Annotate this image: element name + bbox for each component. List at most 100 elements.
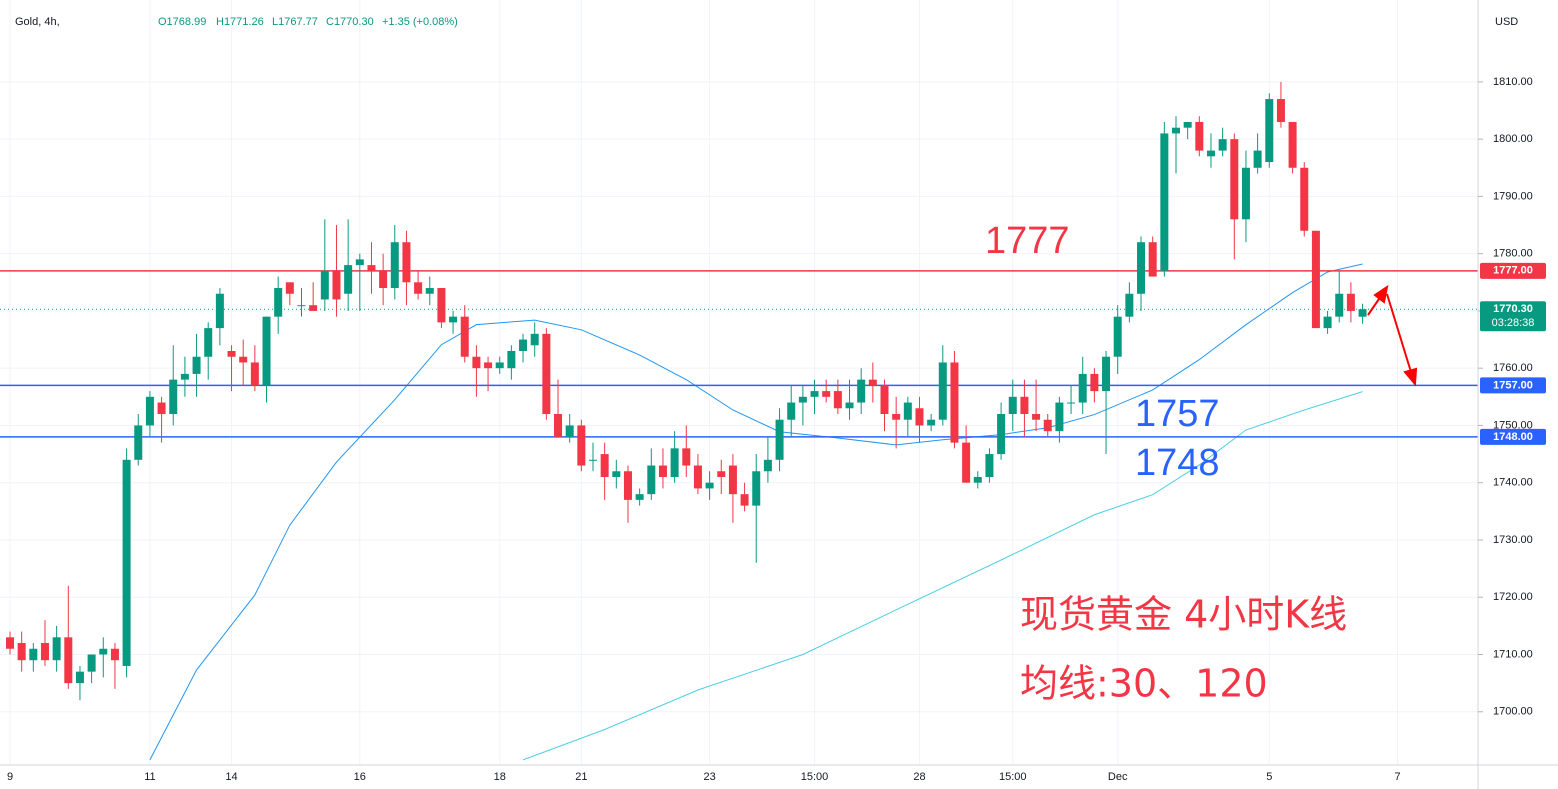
candle-body xyxy=(1067,402,1076,404)
candle-body xyxy=(239,356,248,363)
candle-body xyxy=(530,333,539,346)
grid xyxy=(0,0,1478,765)
candle-body xyxy=(822,391,831,397)
y-tick-label: 1740.00 xyxy=(1493,477,1533,489)
candle-body xyxy=(29,648,38,661)
annotation-title: 现货黄金 4小时K线 xyxy=(1020,593,1347,637)
candle-body xyxy=(87,654,96,672)
candle-body xyxy=(1102,356,1111,392)
candle-body xyxy=(997,413,1006,455)
candle-body xyxy=(1253,150,1262,168)
y-tick-label: 1710.00 xyxy=(1493,648,1533,660)
x-tick-label: 16 xyxy=(354,771,366,783)
candle-body xyxy=(985,454,994,477)
candle-body xyxy=(309,305,318,311)
y-tick-label: 1700.00 xyxy=(1493,706,1533,718)
x-tick-label: 11 xyxy=(144,771,155,783)
candle-body xyxy=(1358,309,1367,317)
candle-body xyxy=(763,459,772,472)
ohlc-low: L1767.77 xyxy=(272,16,318,28)
candle-body xyxy=(64,637,73,684)
x-tick-label: 14 xyxy=(225,771,237,783)
annotation-subtitle: 均线:30、120 xyxy=(1020,662,1268,706)
candle-body xyxy=(484,362,493,369)
candle-body xyxy=(868,379,877,386)
candle-body xyxy=(507,351,516,369)
candle-body xyxy=(1230,139,1239,220)
arrow-down xyxy=(1386,293,1412,373)
candle-body xyxy=(1055,402,1064,432)
y-tick-label: 1790.00 xyxy=(1493,190,1533,202)
candle-body xyxy=(577,425,586,466)
candle-body xyxy=(775,419,784,460)
candle-body xyxy=(915,408,924,426)
plot xyxy=(0,81,1478,761)
candle-body xyxy=(880,385,889,414)
candle-body xyxy=(495,362,504,369)
candle-body xyxy=(1113,316,1122,357)
candle-body xyxy=(1300,167,1309,231)
level-note: 1777 xyxy=(985,220,1070,262)
candle-body xyxy=(169,379,178,414)
level-label: 1757.00 xyxy=(1493,379,1533,391)
candle-body xyxy=(950,362,959,443)
candle-body xyxy=(565,425,574,437)
ohlc-close: C1770.30 xyxy=(326,16,374,28)
candle-body xyxy=(1241,167,1250,220)
candle-body xyxy=(810,391,819,397)
level-label: 1777.00 xyxy=(1493,265,1533,277)
candle-body xyxy=(554,413,563,437)
arrows xyxy=(1367,284,1418,387)
candle-body xyxy=(472,356,481,369)
candle-body xyxy=(460,316,469,357)
x-tick-label: 5 xyxy=(1266,771,1272,783)
candle-body xyxy=(1008,396,1017,414)
level-label-box xyxy=(1480,262,1546,279)
candle-body xyxy=(75,671,84,684)
x-tick-label: 23 xyxy=(703,771,715,783)
candle-body xyxy=(1172,127,1180,134)
candle-body xyxy=(1276,99,1285,122)
candle-body xyxy=(542,333,551,414)
candle-body xyxy=(1195,121,1204,151)
candle-body xyxy=(647,465,656,495)
candle-body xyxy=(379,270,388,289)
candle-body xyxy=(833,391,842,409)
candle-body xyxy=(903,402,912,420)
level-note: 1748 xyxy=(1135,442,1220,484)
candle-body xyxy=(52,637,61,661)
level-label-box xyxy=(1480,377,1546,394)
y-tick-label: 1720.00 xyxy=(1493,591,1533,603)
x-tick-label: 7 xyxy=(1394,771,1400,783)
candle-body xyxy=(682,448,691,466)
candle-body xyxy=(1335,293,1344,317)
x-tick-label: 28 xyxy=(913,771,925,783)
candle-body xyxy=(927,419,936,426)
candle-body xyxy=(204,328,213,357)
candle-body xyxy=(344,265,353,294)
candle-body xyxy=(1125,293,1134,317)
candle-body xyxy=(332,270,341,300)
candle-body xyxy=(1160,133,1169,271)
change: +1.35 (+0.08%) xyxy=(382,16,458,28)
candle-body xyxy=(1043,419,1052,432)
candle-body xyxy=(1288,121,1297,168)
candle-body xyxy=(717,471,726,477)
candle-body xyxy=(1346,293,1355,311)
candle-body xyxy=(857,379,866,403)
candle-body xyxy=(845,402,854,409)
candle-body xyxy=(670,448,679,477)
candle-body xyxy=(157,402,166,414)
candle-body xyxy=(589,459,597,461)
candle-body xyxy=(1323,316,1332,329)
last-price-box xyxy=(1480,301,1546,332)
candle-body xyxy=(285,282,294,294)
candle-body xyxy=(973,476,982,483)
candle-body xyxy=(110,648,119,661)
level-label: 1748.00 xyxy=(1493,431,1533,443)
candle-body xyxy=(1032,413,1041,420)
candle-body xyxy=(1183,121,1192,128)
candle-body xyxy=(938,362,947,420)
